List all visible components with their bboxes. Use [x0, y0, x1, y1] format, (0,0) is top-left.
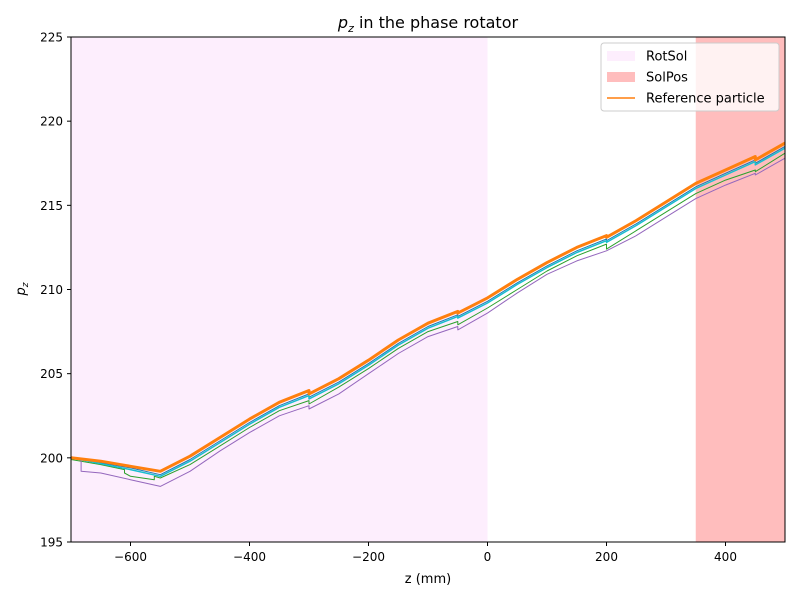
- y-tick-label: 195: [40, 536, 63, 550]
- region-solpos: [695, 37, 785, 542]
- legend-box: [600, 42, 780, 112]
- legend-swatch-solpos: [607, 72, 635, 82]
- y-label-subscript: z: [21, 282, 31, 288]
- y-label-symbol: p: [14, 287, 29, 296]
- y-tick-label: 210: [40, 283, 63, 297]
- legend-label-solpos: SolPos: [646, 71, 688, 86]
- x-tick-label: −600: [114, 550, 147, 564]
- y-tick-label: 215: [40, 199, 63, 213]
- y-tick-label: 200: [40, 451, 63, 465]
- title-subscript: z: [347, 22, 354, 35]
- legend-swatch-rotsol: [607, 51, 635, 61]
- y-tick-label: 225: [40, 31, 63, 45]
- x-tick-label: 200: [595, 550, 618, 564]
- x-tick-label: −400: [233, 550, 266, 564]
- title-text: in the phase rotator: [354, 13, 519, 32]
- series-line-reference-particle: [71, 141, 785, 473]
- series-line-5: [71, 157, 785, 487]
- series-line-4: [71, 152, 785, 481]
- region-rotsol: [71, 37, 488, 542]
- series-line-2: [71, 145, 785, 476]
- plot-area: −600 −400 −200 0 200 400 195 200 205 210 215 220 225…: [40, 31, 786, 564]
- chart-title: pz in the phase rotator: [337, 13, 519, 35]
- legend-label-rotsol: RotSol: [646, 50, 687, 65]
- y-tick-label: 205: [40, 367, 63, 381]
- series-line-3: [71, 147, 785, 478]
- x-tick-label: 400: [714, 550, 737, 564]
- x-tick-label: −200: [352, 550, 385, 564]
- x-axis-label: z (mm): [405, 572, 451, 587]
- x-tick-label: 0: [484, 550, 492, 564]
- y-tick-label: 220: [40, 115, 63, 129]
- y-axis-label: pz: [14, 282, 31, 296]
- title-symbol: p: [337, 13, 348, 32]
- legend-label-reference-particle: Reference particle: [646, 92, 765, 107]
